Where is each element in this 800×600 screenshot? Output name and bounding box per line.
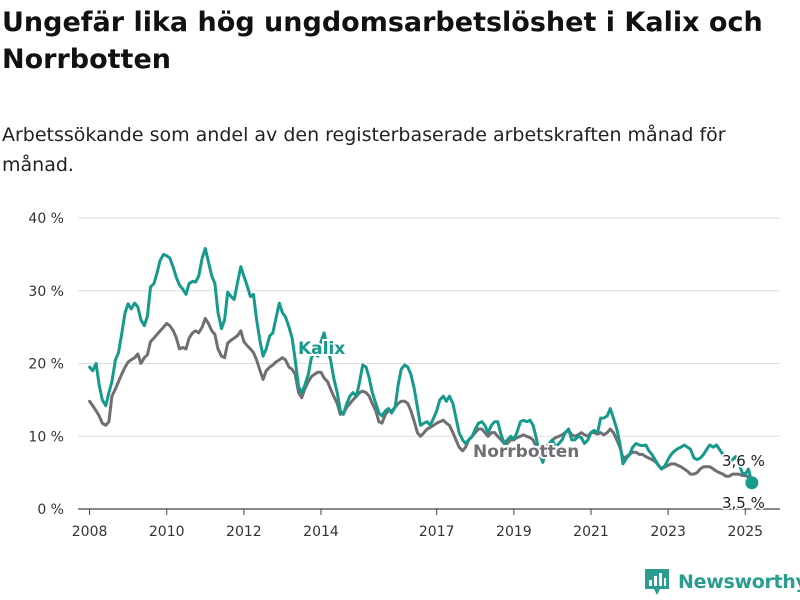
- x-tick-label: 2010: [149, 524, 185, 540]
- x-tick-label: 2025: [727, 524, 763, 540]
- x-tick-label: 2008: [72, 524, 108, 540]
- series-line-norrbotten: [88, 316, 754, 485]
- series-label-kalix: Kalix: [298, 339, 345, 359]
- series-lines: [88, 247, 759, 490]
- x-tick-label: 2012: [226, 524, 262, 540]
- grid-lines: [78, 217, 780, 510]
- x-tick-label: 2023: [650, 524, 686, 540]
- y-tick-label: 20 %: [28, 357, 64, 373]
- brand-name: Newsworthy: [678, 571, 800, 593]
- series-label-norrbotten: Norrbotten: [473, 442, 579, 462]
- bar-chart-logo-icon: [645, 569, 669, 595]
- x-axis-ticks: 2008 2010 2012 2014 2017 2019 2021 2023 2025: [72, 509, 763, 540]
- line-chart: 0 % 10 % 20 % 30 % 40 % 2008 2010 2012 2014 2017…: [28, 211, 780, 540]
- x-tick-label: 2019: [496, 524, 532, 540]
- y-tick-label: 0 %: [37, 502, 64, 518]
- series-line-kalix: [88, 247, 754, 485]
- series-labels: Kalix Norrbotten 3,6 % 3,5 %: [296, 337, 766, 514]
- end-point-kalix: [745, 476, 759, 490]
- y-tick-label: 30 %: [28, 284, 64, 300]
- x-tick-label: 2017: [419, 524, 455, 540]
- chart-title: Ungefär lika hög ungdomsarbetslöshet i K…: [2, 7, 763, 75]
- chart-subtitle: Arbetssökande som andel av den registerb…: [2, 124, 726, 176]
- x-tick-label: 2021: [573, 524, 609, 540]
- x-tick-label: 2014: [303, 524, 339, 540]
- y-tick-label: 40 %: [28, 211, 64, 227]
- y-tick-label: 10 %: [28, 429, 64, 445]
- end-value-kalix: 3,6 %: [722, 452, 765, 470]
- y-axis-ticks: 0 % 10 % 20 % 30 % 40 %: [28, 211, 64, 518]
- newsworthy-logo: Newsworthy: [644, 568, 800, 596]
- end-value-norrbotten: 3,5 %: [722, 494, 765, 512]
